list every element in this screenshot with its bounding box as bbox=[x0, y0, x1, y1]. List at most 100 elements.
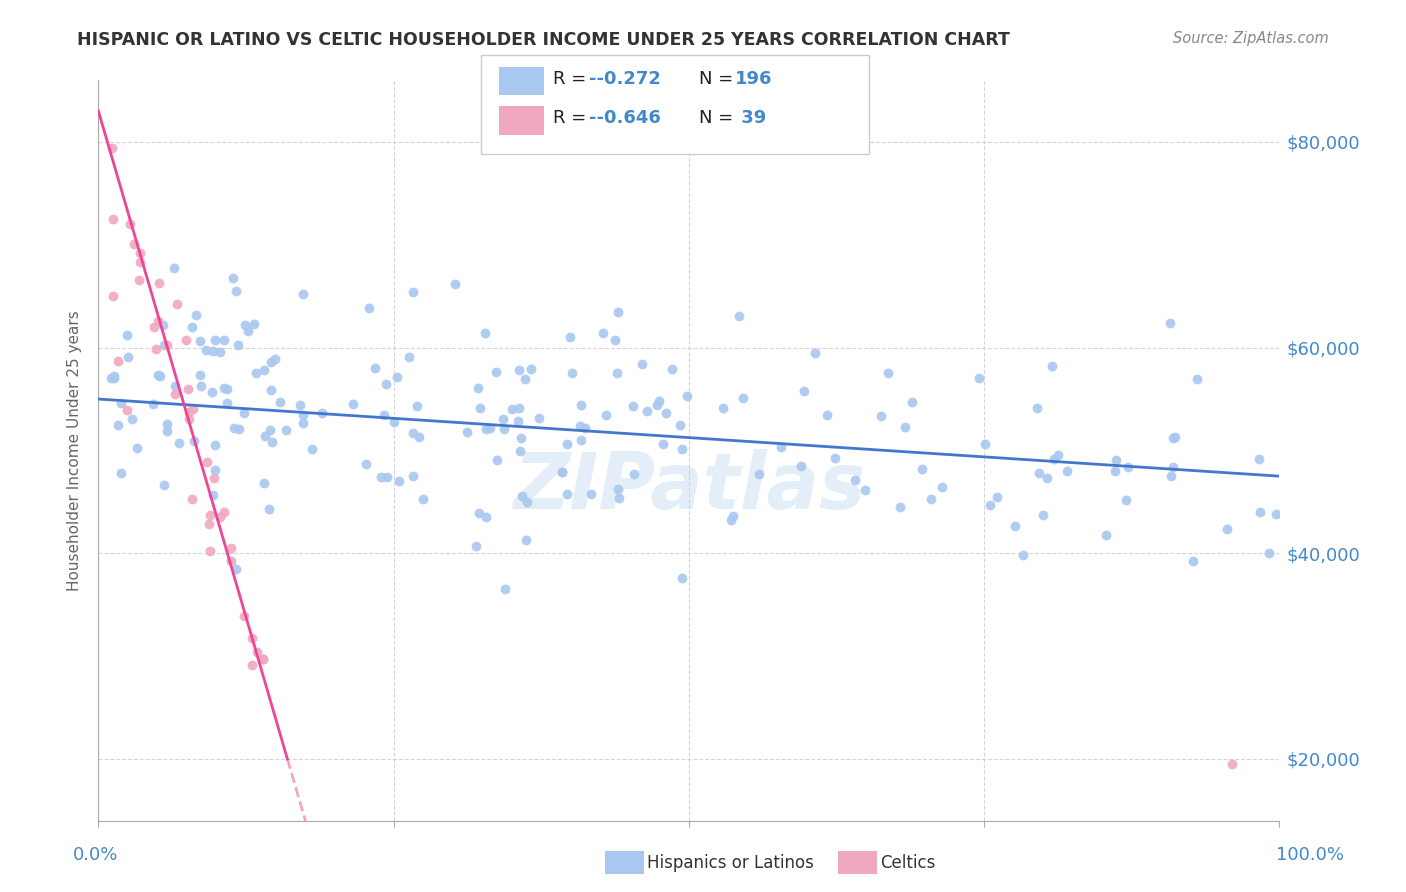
Point bbox=[181, 492, 204, 507]
Point bbox=[1215, 522, 1237, 536]
Point bbox=[221, 554, 243, 568]
Point bbox=[152, 477, 174, 491]
Point bbox=[748, 467, 770, 481]
Point bbox=[790, 459, 813, 474]
Point bbox=[555, 487, 578, 501]
Point bbox=[262, 434, 284, 449]
Point bbox=[986, 490, 1008, 504]
Point bbox=[1118, 460, 1140, 475]
Point bbox=[259, 501, 281, 516]
Point bbox=[236, 324, 259, 338]
Point bbox=[292, 416, 315, 430]
Point bbox=[560, 330, 582, 344]
Point bbox=[1056, 464, 1078, 478]
Point bbox=[364, 360, 387, 375]
Point bbox=[402, 426, 425, 441]
Point bbox=[121, 412, 143, 426]
Text: Source: ZipAtlas.com: Source: ZipAtlas.com bbox=[1173, 31, 1329, 46]
Point bbox=[889, 500, 911, 514]
Point bbox=[1249, 505, 1271, 519]
Point bbox=[190, 379, 212, 393]
Point bbox=[110, 466, 132, 480]
Point bbox=[198, 517, 221, 532]
Point bbox=[1220, 757, 1243, 772]
Point bbox=[468, 506, 491, 520]
Point bbox=[606, 367, 628, 381]
Point bbox=[1104, 452, 1126, 467]
Point bbox=[967, 371, 990, 385]
Point bbox=[110, 396, 132, 410]
Point bbox=[156, 425, 179, 439]
Text: ZIPatlas: ZIPatlas bbox=[513, 450, 865, 525]
Point bbox=[551, 465, 574, 479]
Point bbox=[167, 436, 190, 450]
Point bbox=[824, 450, 846, 465]
Point bbox=[467, 381, 489, 395]
Point bbox=[291, 287, 314, 301]
Point bbox=[661, 362, 683, 376]
Text: R =: R = bbox=[553, 109, 592, 127]
Point bbox=[204, 463, 226, 477]
Point bbox=[555, 437, 578, 451]
Point bbox=[370, 470, 392, 484]
Point bbox=[125, 441, 148, 455]
Point bbox=[200, 544, 222, 558]
Point bbox=[1258, 546, 1281, 560]
Point bbox=[475, 510, 498, 524]
Point bbox=[1036, 471, 1059, 485]
Point bbox=[1025, 401, 1047, 416]
Point bbox=[869, 409, 891, 424]
Point bbox=[311, 406, 333, 420]
Point bbox=[853, 483, 876, 497]
Point bbox=[115, 403, 138, 417]
Point bbox=[595, 408, 617, 422]
Point bbox=[387, 370, 409, 384]
Point bbox=[181, 402, 204, 417]
Point bbox=[225, 284, 247, 298]
Point bbox=[474, 326, 496, 340]
Point bbox=[183, 434, 205, 448]
Point bbox=[179, 411, 201, 425]
Point bbox=[1046, 448, 1069, 462]
Point bbox=[101, 211, 124, 226]
Point bbox=[491, 411, 513, 425]
Point bbox=[479, 421, 502, 435]
Point bbox=[607, 491, 630, 505]
Point bbox=[606, 304, 628, 318]
Point bbox=[177, 405, 200, 419]
Text: N =: N = bbox=[699, 109, 738, 127]
Point bbox=[222, 271, 245, 285]
Point bbox=[1028, 466, 1050, 480]
Point bbox=[235, 318, 257, 333]
Point bbox=[931, 480, 953, 494]
Point bbox=[592, 326, 614, 340]
Point bbox=[375, 469, 398, 483]
Point bbox=[551, 465, 574, 479]
Text: Hispanics or Latinos: Hispanics or Latinos bbox=[647, 854, 814, 871]
Point bbox=[301, 442, 323, 457]
Point bbox=[128, 273, 150, 287]
Point bbox=[494, 582, 516, 597]
Text: 0.0%: 0.0% bbox=[73, 846, 118, 863]
Point bbox=[973, 437, 995, 451]
Point bbox=[100, 141, 122, 155]
Point bbox=[373, 408, 395, 422]
Text: 39: 39 bbox=[735, 109, 766, 127]
Point bbox=[1160, 469, 1182, 483]
Point bbox=[651, 437, 673, 451]
Point bbox=[723, 508, 745, 523]
Point bbox=[569, 398, 592, 412]
Point bbox=[1187, 372, 1209, 386]
Point bbox=[120, 217, 142, 231]
Point bbox=[412, 491, 434, 506]
Point bbox=[711, 401, 734, 415]
Point bbox=[401, 468, 423, 483]
Point bbox=[163, 379, 186, 393]
Point bbox=[1181, 553, 1204, 567]
Point bbox=[201, 487, 224, 501]
Point bbox=[195, 455, 218, 469]
Point bbox=[569, 434, 592, 448]
Point bbox=[188, 368, 211, 382]
Point bbox=[188, 334, 211, 348]
Point bbox=[406, 400, 429, 414]
